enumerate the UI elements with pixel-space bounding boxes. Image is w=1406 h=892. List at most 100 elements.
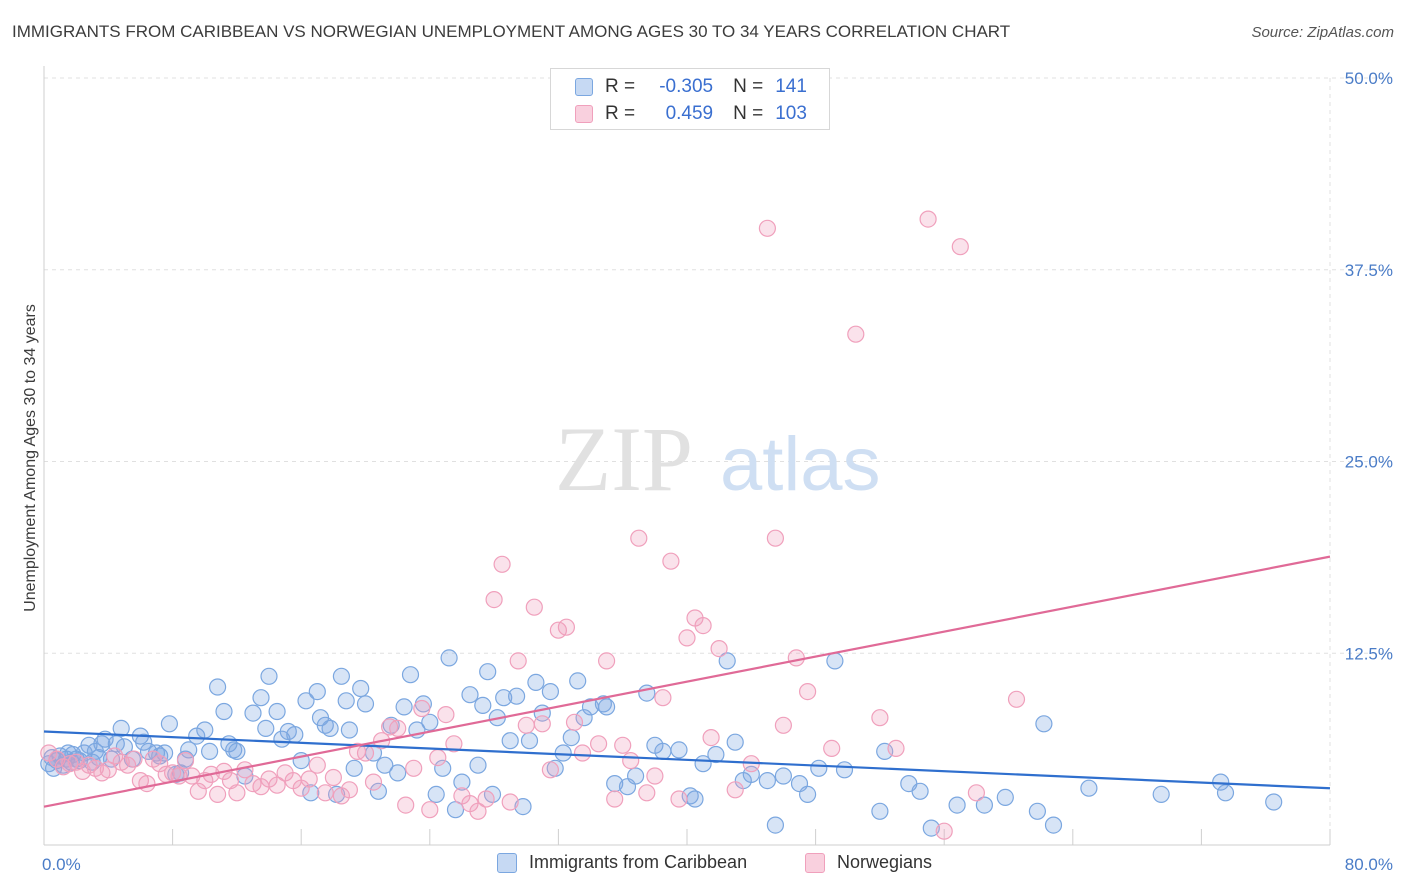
data-point [670, 790, 688, 808]
data-point [321, 719, 339, 738]
data-point [1265, 793, 1283, 811]
data-point [364, 773, 383, 791]
data-point [871, 802, 889, 820]
data-point [401, 666, 420, 684]
data-point [798, 682, 817, 701]
trend-lines [43, 555, 1331, 808]
data-point [597, 652, 616, 670]
data-point [911, 782, 929, 800]
correlation-legend: R = -0.305 N = 141 R = 0.459 N = 103 [550, 68, 830, 130]
data-point [260, 667, 278, 685]
data-point [565, 713, 584, 731]
data-point [509, 652, 527, 670]
data-point [638, 784, 656, 802]
data-point [694, 616, 712, 635]
data-point [376, 756, 394, 774]
data-point [626, 767, 645, 785]
data-point [606, 790, 624, 808]
data-point [871, 709, 889, 727]
data-point [421, 713, 439, 731]
data-point [268, 776, 286, 794]
data-point [427, 785, 445, 804]
data-point [434, 759, 452, 777]
data-point [678, 629, 696, 647]
data-point [951, 238, 969, 256]
data-point [525, 598, 543, 616]
data-point [686, 790, 704, 808]
data-point [1044, 816, 1063, 834]
data-point [446, 801, 465, 819]
data-point [201, 742, 219, 761]
data-point [575, 709, 593, 727]
data-point [352, 679, 370, 698]
data-point [474, 696, 492, 715]
data-point [774, 767, 793, 785]
data-point [324, 768, 342, 787]
data-point [479, 663, 497, 681]
data-point [369, 782, 387, 800]
data-point [517, 716, 535, 734]
data-point [189, 782, 207, 800]
x-tick-label: 80.0% [1345, 855, 1393, 874]
data-point [787, 649, 805, 667]
data-point [501, 732, 519, 750]
data-point [1007, 690, 1026, 708]
data-point [389, 764, 407, 782]
data-point [469, 756, 487, 774]
chart-source: Source: ZipAtlas.com [1251, 24, 1394, 41]
legend-row-caribbean: R = -0.305 N = 141 [575, 74, 807, 100]
axes [43, 66, 1331, 846]
data-point [118, 756, 137, 774]
data-point [922, 819, 940, 837]
trend-line [43, 730, 1331, 790]
data-point [461, 686, 479, 704]
legend-n-label: N = [733, 103, 764, 124]
data-point [630, 529, 648, 547]
data-point [569, 672, 587, 690]
data-point [215, 702, 233, 721]
data-point [681, 787, 699, 805]
data-point [297, 692, 315, 710]
bottom-legend-swatch-norwegians [805, 852, 825, 873]
data-point [527, 673, 545, 692]
data-point [102, 750, 121, 768]
data-point [654, 742, 672, 761]
data-point [670, 741, 688, 759]
data-point [437, 705, 455, 724]
data-point [1080, 779, 1098, 797]
data-point [758, 771, 777, 790]
data-point [80, 736, 98, 754]
data-point [726, 733, 744, 751]
data-point [718, 652, 736, 670]
legend-r-value: -0.305 [659, 76, 714, 97]
data-point [835, 761, 854, 779]
legend-r-value: 0.459 [665, 103, 714, 124]
data-point [726, 781, 744, 799]
data-point [337, 692, 355, 710]
data-point [485, 590, 503, 609]
data-point [135, 733, 153, 751]
data-point [389, 719, 407, 738]
data-point [573, 744, 592, 762]
bottom-legend-norwegians: Norwegians [805, 852, 932, 873]
x-tick-label: 0.0% [42, 855, 81, 874]
data-point [395, 698, 413, 716]
data-point [453, 773, 471, 791]
watermark: ZIP atlas [555, 408, 881, 510]
data-point [308, 756, 326, 774]
data-point [405, 759, 423, 777]
data-point [597, 698, 616, 716]
data-point [766, 529, 785, 547]
data-point [501, 793, 519, 811]
data-point [823, 739, 841, 758]
data-point [151, 755, 169, 773]
legend-n-value: 141 [775, 76, 807, 97]
data-point [340, 721, 358, 739]
data-point [257, 719, 275, 738]
y-axis-label: Unemployment Among Ages 30 to 34 years [22, 304, 39, 612]
data-point [397, 796, 415, 814]
data-point [654, 689, 672, 707]
bottom-legend-label-caribbean: Immigrants from Caribbean [529, 852, 748, 872]
data-point [345, 759, 363, 777]
